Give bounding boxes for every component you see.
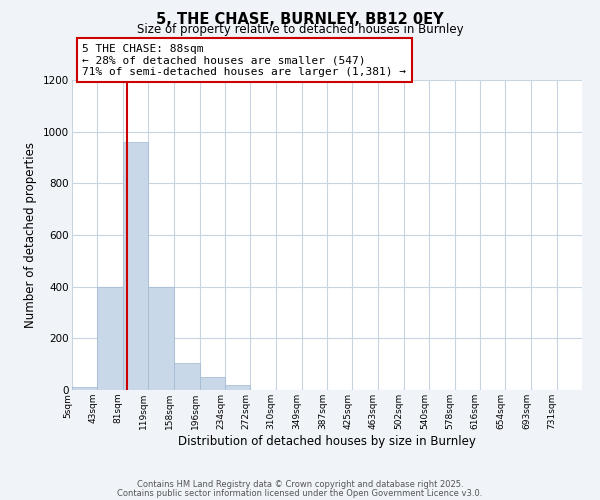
- Text: 5, THE CHASE, BURNLEY, BB12 0EY: 5, THE CHASE, BURNLEY, BB12 0EY: [156, 12, 444, 28]
- Bar: [72, 388, 97, 390]
- Text: Contains HM Land Registry data © Crown copyright and database right 2025.: Contains HM Land Registry data © Crown c…: [137, 480, 463, 489]
- Y-axis label: Number of detached properties: Number of detached properties: [25, 142, 37, 328]
- Bar: [225, 385, 250, 390]
- Bar: [123, 142, 148, 390]
- Text: Size of property relative to detached houses in Burnley: Size of property relative to detached ho…: [137, 22, 463, 36]
- Bar: [174, 363, 200, 390]
- Bar: [148, 286, 174, 390]
- Text: Contains public sector information licensed under the Open Government Licence v3: Contains public sector information licen…: [118, 488, 482, 498]
- Bar: [97, 286, 123, 390]
- Bar: [199, 377, 225, 390]
- X-axis label: Distribution of detached houses by size in Burnley: Distribution of detached houses by size …: [178, 434, 476, 448]
- Text: 5 THE CHASE: 88sqm
← 28% of detached houses are smaller (547)
71% of semi-detach: 5 THE CHASE: 88sqm ← 28% of detached hou…: [82, 44, 406, 77]
